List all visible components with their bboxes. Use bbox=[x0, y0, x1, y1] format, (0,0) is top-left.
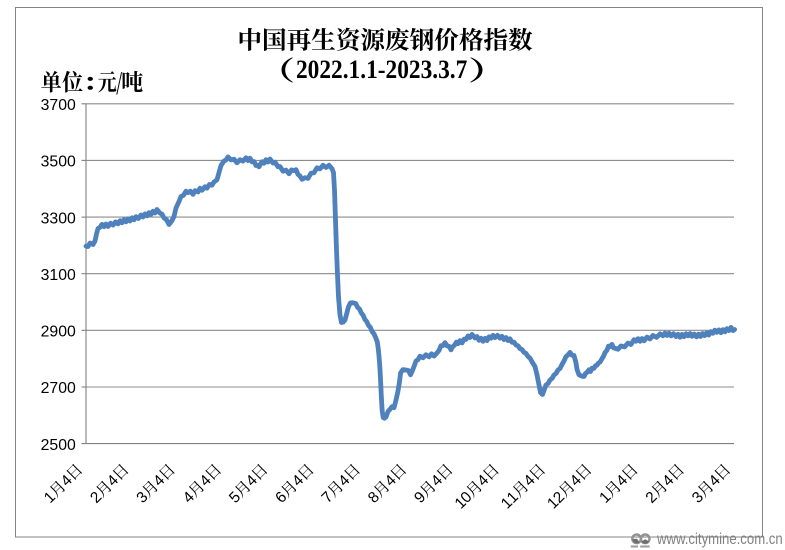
svg-text:3300: 3300 bbox=[41, 210, 76, 227]
svg-text:www.citymine.com.cn: www.citymine.com.cn bbox=[656, 531, 783, 548]
svg-text:2900: 2900 bbox=[41, 324, 76, 341]
svg-text:2022.1.1-2023.3.7: 2022.1.1-2023.3.7 bbox=[296, 54, 467, 84]
svg-text:3100: 3100 bbox=[41, 267, 76, 284]
svg-text:3500: 3500 bbox=[41, 154, 76, 171]
svg-text:2500: 2500 bbox=[41, 437, 76, 454]
svg-text:2700: 2700 bbox=[41, 380, 76, 397]
svg-text:3700: 3700 bbox=[41, 97, 76, 114]
